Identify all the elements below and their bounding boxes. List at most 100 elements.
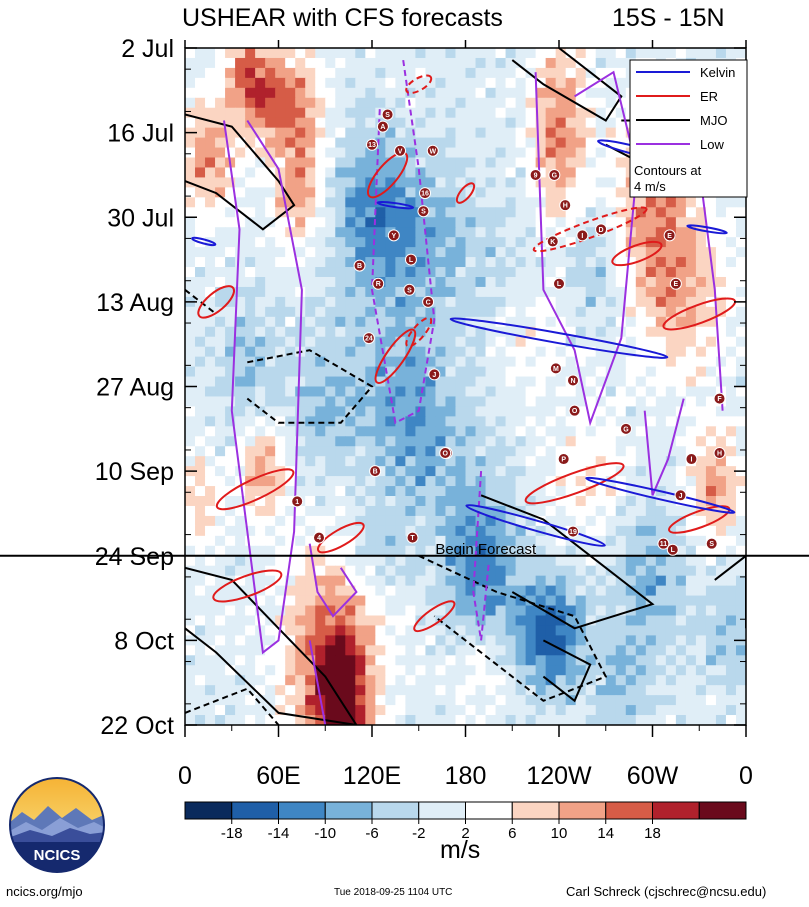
field-cell bbox=[225, 117, 236, 129]
field-cell bbox=[445, 575, 457, 587]
field-cell bbox=[685, 555, 697, 567]
field-cell bbox=[425, 436, 437, 447]
field-cell bbox=[685, 396, 697, 408]
field-cell bbox=[215, 197, 226, 208]
field-cell bbox=[215, 535, 226, 547]
field-cell bbox=[265, 426, 276, 437]
field-cell bbox=[195, 396, 206, 408]
field-cell bbox=[685, 615, 697, 627]
field-cell bbox=[355, 197, 366, 208]
field-cell bbox=[525, 217, 537, 228]
field-cell bbox=[515, 625, 527, 636]
field-cell bbox=[465, 496, 477, 507]
field-cell bbox=[575, 67, 587, 79]
field-cell bbox=[215, 625, 226, 636]
storm-label: G bbox=[552, 172, 558, 179]
field-cell bbox=[365, 276, 376, 288]
field-cell bbox=[495, 466, 507, 477]
field-cell bbox=[525, 276, 537, 288]
field-cell bbox=[355, 665, 366, 676]
site-link[interactable]: ncics.org/mjo bbox=[6, 884, 83, 899]
field-cell bbox=[245, 695, 256, 706]
field-cell bbox=[565, 476, 577, 487]
field-cell bbox=[505, 177, 517, 188]
field-cell bbox=[325, 257, 336, 268]
colorbar-segment bbox=[324, 801, 373, 820]
field-cell bbox=[295, 197, 306, 208]
field-cell bbox=[735, 456, 746, 467]
field-cell bbox=[285, 276, 296, 288]
field-cell bbox=[455, 167, 467, 179]
field-cell bbox=[345, 545, 356, 557]
field-cell bbox=[475, 446, 487, 457]
field-cell bbox=[325, 336, 336, 348]
field-cell bbox=[545, 635, 557, 646]
field-cell bbox=[565, 57, 577, 69]
field-cell bbox=[315, 227, 326, 238]
field-cell bbox=[445, 346, 457, 358]
field-cell bbox=[285, 645, 296, 656]
field-cell bbox=[675, 237, 687, 248]
field-cell bbox=[295, 406, 306, 417]
field-cell bbox=[685, 366, 697, 378]
field-cell bbox=[595, 416, 607, 427]
field-cell bbox=[255, 306, 266, 318]
field-cell bbox=[375, 645, 386, 656]
field-cell bbox=[705, 426, 717, 437]
field-cell bbox=[345, 336, 356, 348]
field-cell bbox=[275, 207, 286, 218]
field-cell bbox=[535, 635, 547, 646]
field-cell bbox=[185, 87, 196, 99]
field-cell bbox=[425, 97, 437, 109]
field-cell bbox=[245, 386, 256, 398]
field-cell bbox=[205, 655, 216, 666]
field-cell bbox=[185, 207, 196, 218]
field-cell bbox=[405, 605, 417, 617]
field-cell bbox=[595, 316, 607, 328]
storm-symbol bbox=[428, 368, 441, 381]
field-cell bbox=[525, 446, 537, 457]
field-cell bbox=[485, 585, 497, 597]
field-cell bbox=[315, 127, 326, 139]
field-cell bbox=[535, 605, 547, 617]
field-cell bbox=[475, 346, 487, 358]
field-cell bbox=[205, 107, 216, 119]
field-cell bbox=[525, 705, 537, 716]
field-cell bbox=[535, 555, 547, 567]
field-cell bbox=[355, 57, 366, 69]
field-cell bbox=[715, 565, 727, 577]
field-cell bbox=[265, 635, 276, 646]
field-cell bbox=[615, 685, 627, 696]
field-cell bbox=[405, 296, 417, 308]
field-cell bbox=[305, 645, 316, 656]
field-cell bbox=[655, 217, 667, 228]
field-cell bbox=[545, 705, 557, 716]
field-cell bbox=[235, 595, 246, 607]
ncics-logo[interactable]: NCICS bbox=[8, 776, 106, 879]
field-cell bbox=[375, 695, 386, 706]
field-cell bbox=[525, 356, 537, 368]
field-cell bbox=[305, 515, 316, 527]
field-cell bbox=[255, 366, 266, 378]
field-cell bbox=[345, 107, 356, 119]
field-cell bbox=[445, 695, 457, 706]
field-cell bbox=[645, 326, 657, 338]
x-tick-label: 120W bbox=[526, 762, 592, 790]
field-cell bbox=[565, 585, 577, 597]
field-cell bbox=[605, 595, 617, 607]
field-cell bbox=[335, 635, 346, 646]
field-cell bbox=[605, 247, 617, 258]
field-cell bbox=[665, 535, 677, 547]
field-cell bbox=[235, 276, 246, 288]
field-cell bbox=[215, 346, 226, 358]
field-cell bbox=[395, 655, 406, 666]
field-cell bbox=[625, 396, 637, 408]
field-cell bbox=[535, 535, 547, 547]
field-cell bbox=[675, 48, 687, 59]
field-cell bbox=[305, 157, 316, 169]
field-cell bbox=[265, 376, 276, 388]
field-cell bbox=[675, 257, 687, 268]
field-cell bbox=[535, 57, 547, 69]
field-cell bbox=[475, 97, 487, 109]
field-cell bbox=[315, 635, 326, 646]
